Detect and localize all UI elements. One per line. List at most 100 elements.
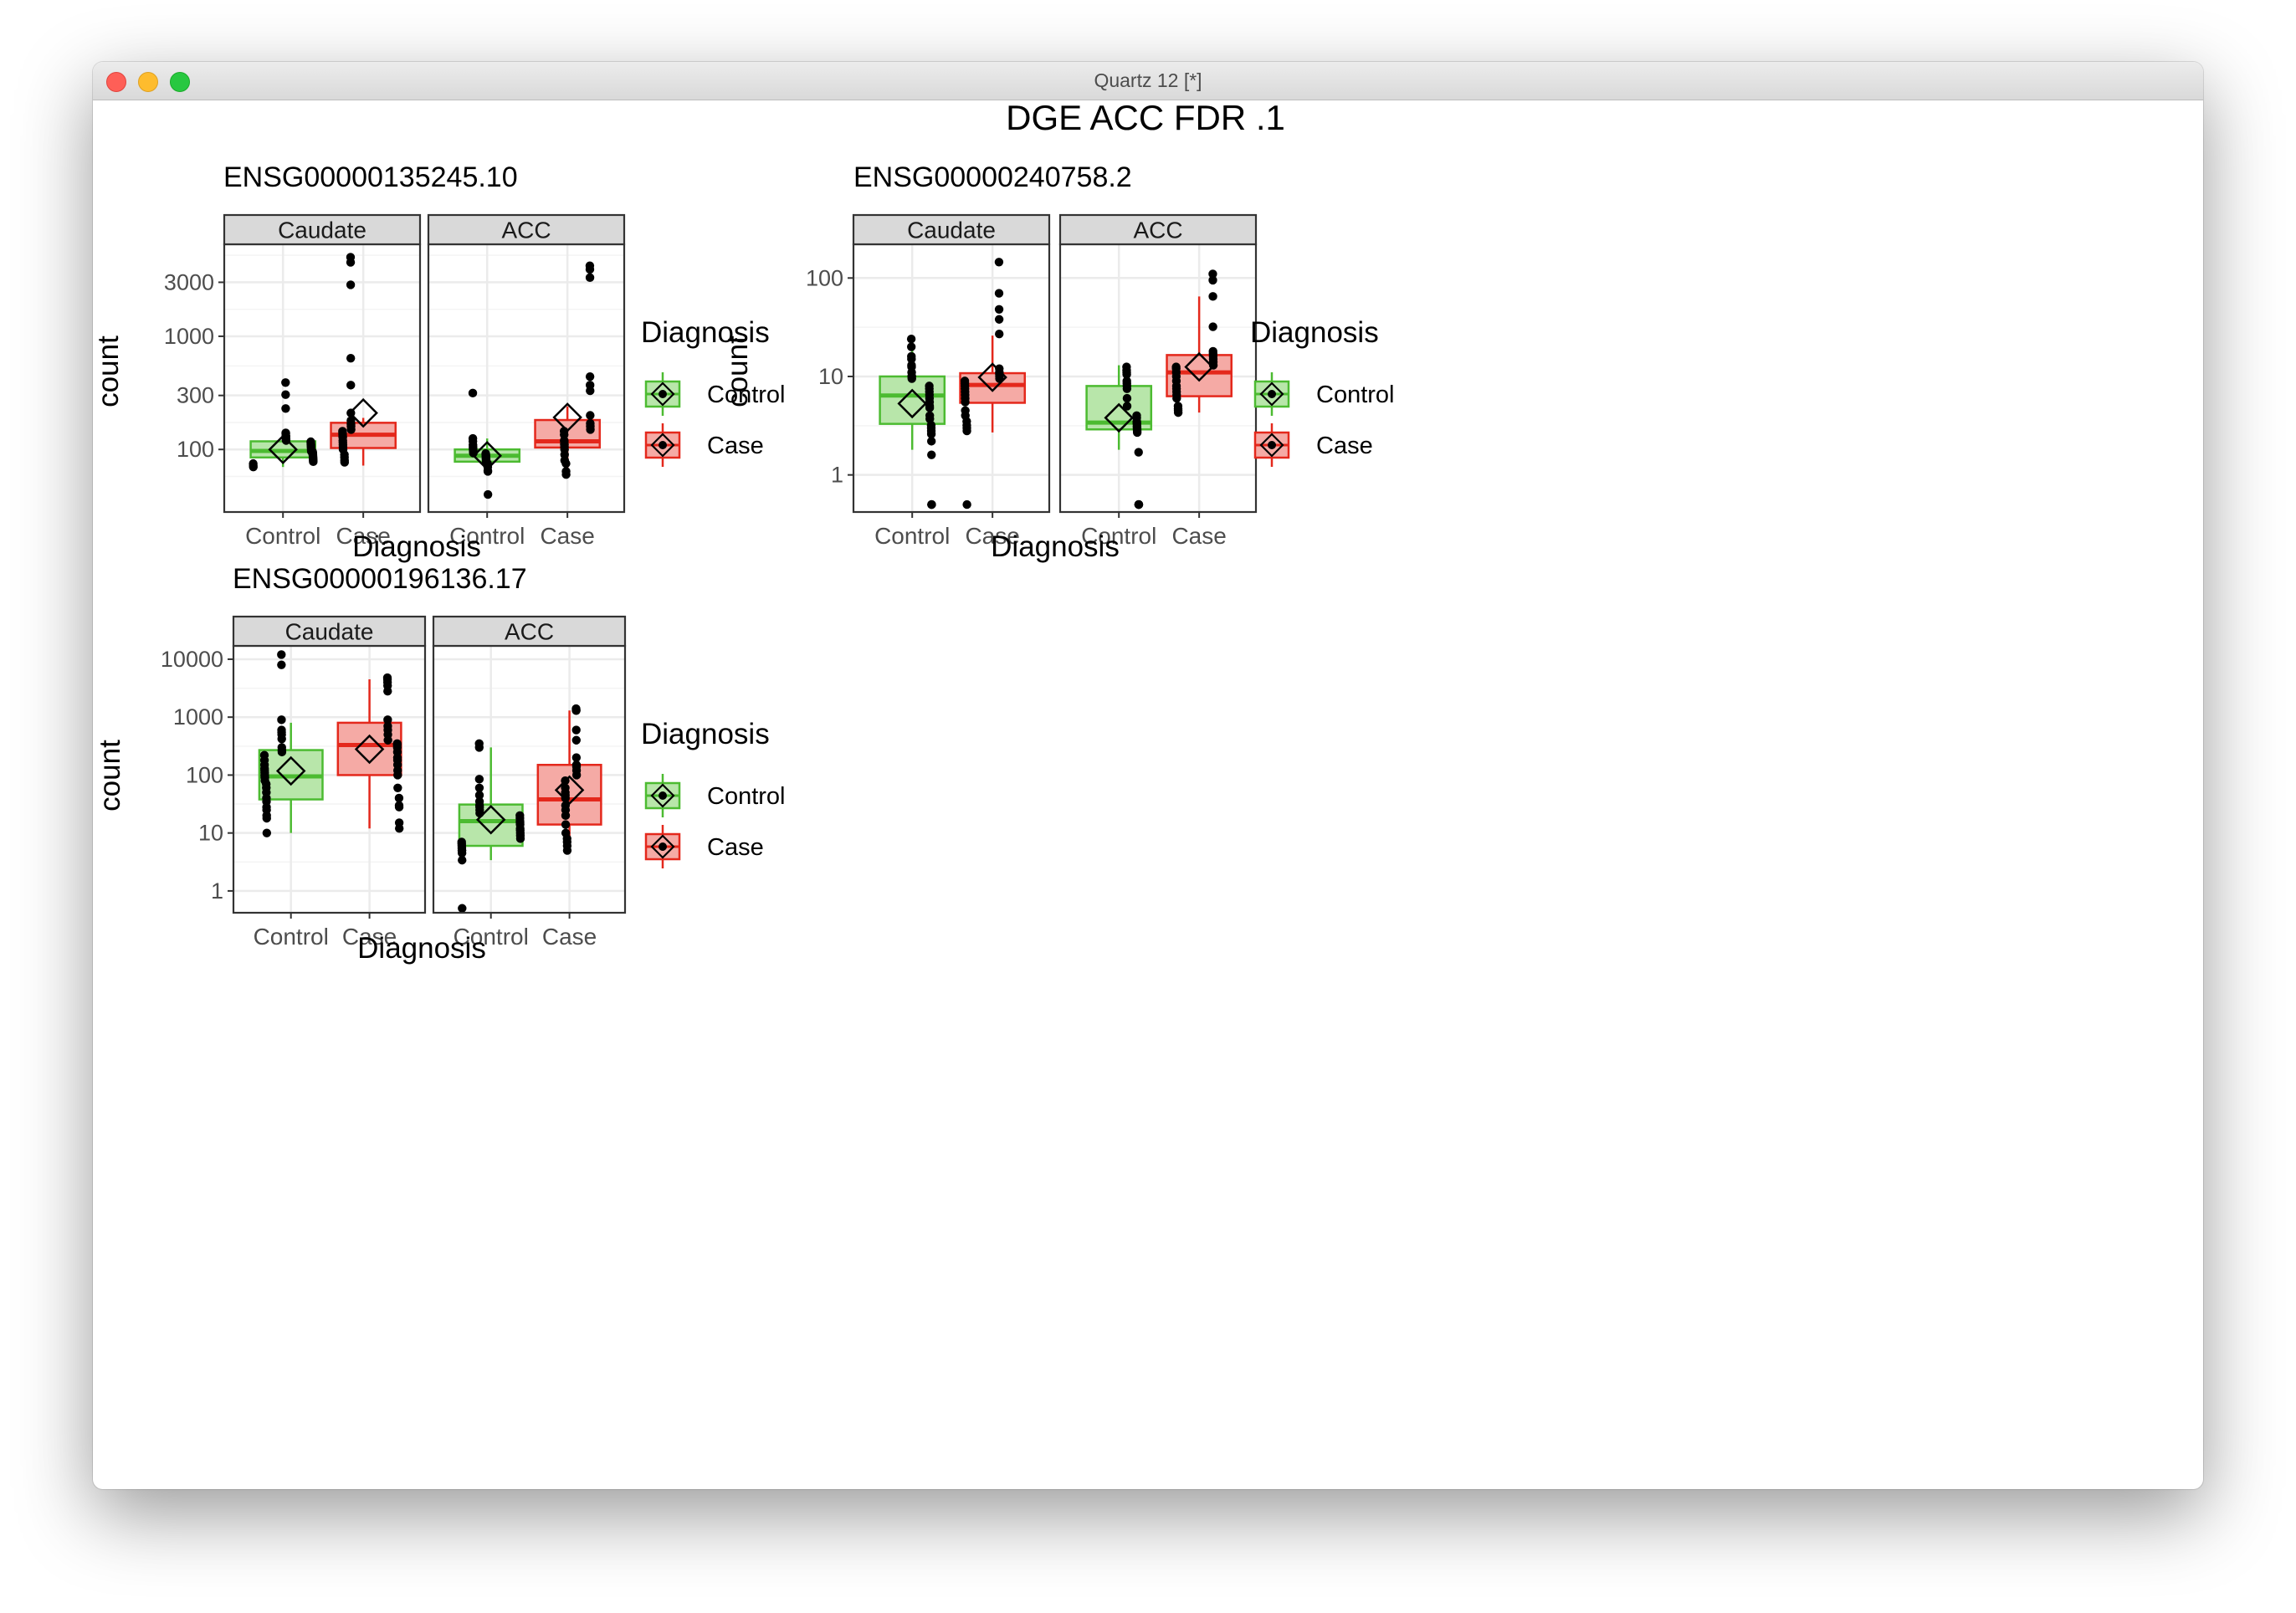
- data-point: [925, 403, 935, 412]
- legend-key-diamond: [1259, 433, 1284, 458]
- x-tick-label: Case: [342, 924, 397, 950]
- data-point: [961, 397, 970, 407]
- mean-diamond: [552, 402, 582, 433]
- data-point: [571, 771, 582, 780]
- x-tick-label: Control: [454, 924, 529, 950]
- data-point: [474, 775, 484, 784]
- y-tick-label: 1000: [164, 324, 214, 349]
- mean-diamond: [1184, 351, 1214, 382]
- mean-diamond: [977, 362, 1007, 392]
- data-point: [994, 315, 1004, 324]
- y-tick-label: 300: [177, 383, 214, 408]
- data-point: [346, 280, 356, 289]
- box-control: [458, 803, 524, 847]
- y-tick-label: 10000: [161, 647, 223, 672]
- data-point: [1132, 428, 1142, 438]
- legend-label: Case: [707, 433, 764, 459]
- data-point: [309, 457, 318, 467]
- mean-diamond: [897, 388, 927, 419]
- data-point: [1208, 275, 1217, 285]
- data-point: [585, 273, 595, 283]
- legend-key-diamond: [650, 381, 675, 407]
- data-point: [483, 467, 493, 476]
- data-point: [277, 660, 286, 669]
- window-titlebar: Quartz 12 [*]: [93, 62, 2203, 100]
- zoom-window-button[interactable]: [170, 72, 190, 92]
- data-point: [927, 450, 936, 459]
- data-point: [483, 489, 493, 499]
- data-point: [346, 425, 356, 434]
- x-tick-label: Case: [542, 924, 597, 950]
- data-point: [994, 305, 1004, 315]
- mean-diamond: [1104, 402, 1134, 433]
- data-point: [1173, 407, 1183, 417]
- data-point: [962, 499, 971, 510]
- data-point: [1134, 499, 1144, 510]
- mean-diamond: [275, 755, 306, 786]
- data-point: [458, 904, 467, 913]
- data-point: [994, 258, 1004, 267]
- legend-title: Diagnosis: [641, 718, 770, 750]
- figure-title: DGE ACC FDR .1: [1006, 100, 1285, 137]
- data-point: [561, 820, 571, 829]
- x-tick-label: Control: [874, 523, 950, 549]
- quartz-window: Quartz 12 [*] DGE ACC FDR .1 ENSG0000013…: [93, 62, 2203, 1489]
- legend-key-point: [659, 441, 667, 449]
- x-axis-title: Diagnosis: [352, 530, 481, 563]
- facet-strip: [427, 213, 626, 246]
- legend-key-diamond: [650, 433, 675, 458]
- data-point: [586, 425, 595, 434]
- data-point: [457, 848, 467, 858]
- minimize-window-button[interactable]: [138, 72, 158, 92]
- mean-diamond: [554, 775, 585, 806]
- facet-strip: [232, 615, 427, 648]
- mean-diamond: [475, 804, 506, 835]
- x-tick-label: Case: [965, 523, 1019, 549]
- y-tick-label: 100: [177, 437, 214, 462]
- data-point: [571, 725, 581, 735]
- legend-label: Case: [1316, 433, 1373, 459]
- legend-label: Control: [1316, 381, 1395, 408]
- legend-key-point: [1268, 441, 1276, 449]
- panel-background: [224, 244, 420, 512]
- data-point: [1134, 448, 1143, 457]
- y-tick-label: 1000: [173, 704, 223, 730]
- data-point: [277, 747, 287, 757]
- data-point: [281, 390, 290, 399]
- data-point: [383, 687, 392, 696]
- x-axis-title: Diagnosis: [991, 530, 1120, 563]
- data-point: [277, 715, 286, 725]
- x-tick-label: Control: [245, 523, 320, 549]
- legend-key-point: [659, 842, 667, 851]
- data-point: [571, 706, 581, 715]
- legend-title: Diagnosis: [641, 316, 770, 349]
- data-point: [586, 411, 595, 420]
- data-point: [995, 330, 1004, 339]
- y-tick-label: 10: [818, 364, 843, 389]
- close-window-button[interactable]: [106, 72, 126, 92]
- chart-title: ENSG00000135245.10: [223, 161, 518, 193]
- y-tick-label: 100: [186, 762, 223, 787]
- y-tick-label: 10: [198, 821, 223, 846]
- facet-strip: [432, 615, 627, 648]
- data-point: [346, 353, 356, 363]
- legend-key-diamond: [1259, 381, 1284, 407]
- data-point: [346, 258, 356, 267]
- window-title: Quartz 12 [*]: [1094, 69, 1202, 91]
- data-point: [468, 388, 478, 398]
- data-point: [281, 378, 290, 387]
- chart-title: ENSG00000196136.17: [233, 563, 527, 595]
- mean-diamond: [268, 434, 298, 464]
- panel-background: [428, 244, 624, 512]
- data-point: [393, 783, 402, 792]
- box-case: [336, 721, 402, 776]
- data-point: [907, 374, 916, 383]
- data-point: [1172, 393, 1181, 403]
- mean-diamond: [354, 734, 385, 765]
- data-point: [262, 828, 272, 837]
- y-axis-title: count: [93, 335, 125, 407]
- data-point: [474, 783, 484, 792]
- data-point: [926, 429, 936, 439]
- data-point: [474, 791, 484, 800]
- facet-label: ACC: [505, 619, 554, 645]
